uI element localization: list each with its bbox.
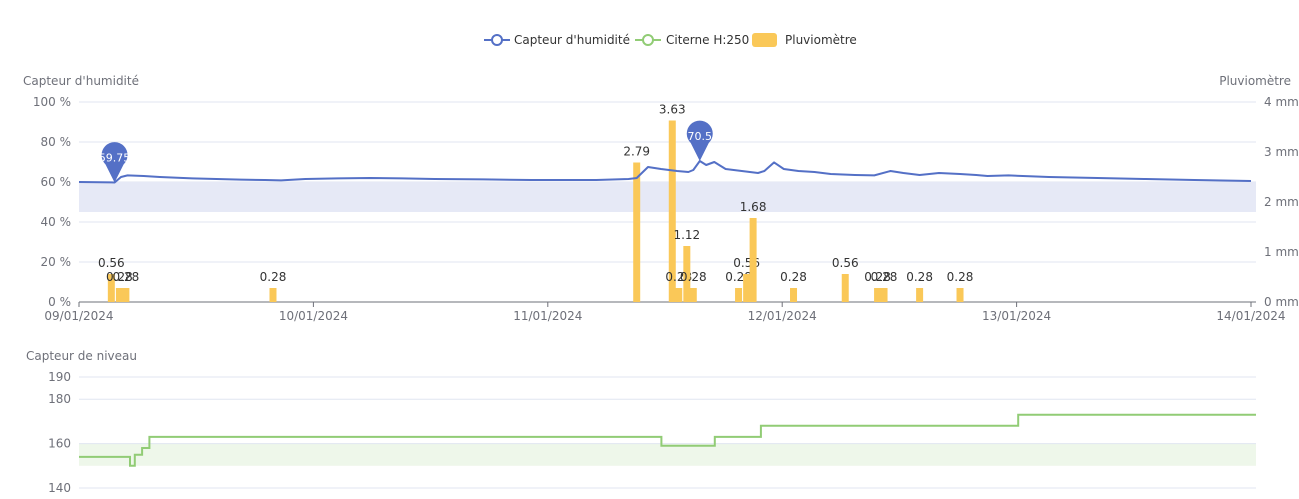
rain-bar-label: 0.28 — [260, 270, 287, 284]
y-tick-label-right: 1 mm — [1264, 245, 1299, 259]
y-tick-label-right: 3 mm — [1264, 145, 1299, 159]
rain-bar[interactable] — [122, 288, 130, 302]
y-axis-title-right: Pluviomètre — [1219, 74, 1291, 88]
x-tick-label: 13/01/2024 — [982, 309, 1051, 323]
rain-bar-label: 0.56 — [98, 256, 125, 270]
x-tick-label: 09/01/2024 — [44, 309, 113, 323]
y-tick-label-level: 190 — [48, 370, 71, 384]
rain-bar-label: 0.28 — [780, 270, 807, 284]
y-tick-label-level: 180 — [48, 392, 71, 406]
legend-bar-icon[interactable] — [752, 33, 777, 47]
rain-bar-label: 1.68 — [740, 200, 767, 214]
rain-bar-label: 3.63 — [659, 103, 686, 117]
rain-bar-label: 0.28 — [906, 270, 933, 284]
rain-bar[interactable] — [675, 288, 683, 302]
legend-label[interactable]: Citerne H:250 — [666, 33, 749, 47]
rain-bar-label: 0.28 — [680, 270, 707, 284]
y-axis-title-left: Capteur d'humidité — [23, 74, 139, 88]
rain-bar[interactable] — [683, 246, 691, 302]
rain-bar[interactable] — [790, 288, 798, 302]
y-tick-label-right: 0 mm — [1264, 295, 1299, 309]
y-tick-label-level: 140 — [48, 481, 71, 495]
rain-bar-label: 2.79 — [623, 145, 650, 159]
rain-bar-label: 0.28 — [106, 270, 133, 284]
legend-marker-icon[interactable] — [642, 34, 654, 46]
rain-bar-label: 0.28 — [864, 270, 891, 284]
rain-bar-label: 0.28 — [947, 270, 974, 284]
level-line[interactable] — [79, 413, 1256, 467]
rain-bar-label: 1.12 — [673, 228, 700, 242]
x-tick-label: 11/01/2024 — [513, 309, 582, 323]
rain-bar-label: 0.56 — [832, 256, 859, 270]
legend-label[interactable]: Pluviomètre — [785, 33, 857, 47]
rain-bar-label: 0.28 — [113, 270, 140, 284]
rain-bar[interactable] — [668, 120, 676, 303]
y-tick-label-right: 2 mm — [1264, 195, 1299, 209]
rain-bar[interactable] — [735, 288, 743, 302]
y-tick-label-right: 4 mm — [1264, 95, 1299, 109]
x-tick-label: 14/01/2024 — [1216, 309, 1285, 323]
y-tick-label-level: 160 — [48, 437, 71, 451]
rain-bar[interactable] — [633, 162, 641, 303]
y-tick-label-left: 100 % — [33, 95, 71, 109]
value-pin-marker[interactable] — [101, 142, 128, 183]
value-pin-label: 70.5 — [688, 130, 713, 143]
humidity-line[interactable] — [78, 160, 1252, 184]
rain-bar[interactable] — [874, 288, 882, 302]
rain-bar[interactable] — [916, 288, 924, 302]
y-axis-title-level: Capteur de niveau — [26, 349, 137, 363]
rain-bar-label: 0.28 — [871, 270, 898, 284]
value-pin-label: 59.75 — [99, 152, 131, 165]
y-tick-label-left: 60 % — [41, 175, 72, 189]
rain-bar[interactable] — [115, 288, 123, 302]
legend-label[interactable]: Capteur d'humidité — [514, 33, 630, 47]
threshold-band — [79, 182, 1256, 212]
rain-bar[interactable] — [107, 274, 115, 302]
value-pin-marker[interactable] — [686, 120, 713, 161]
y-tick-label-left: 0 % — [48, 295, 71, 309]
rain-bar[interactable] — [689, 288, 697, 302]
x-tick-label: 12/01/2024 — [748, 309, 817, 323]
level-band — [79, 443, 1256, 466]
legend-marker-icon[interactable] — [491, 34, 503, 46]
rain-bar[interactable] — [269, 288, 277, 302]
rain-bar[interactable] — [880, 288, 888, 302]
rain-bar[interactable] — [749, 218, 757, 302]
x-tick-label: 10/01/2024 — [279, 309, 348, 323]
rain-bar[interactable] — [743, 274, 751, 302]
y-tick-label-left: 40 % — [41, 215, 72, 229]
y-tick-label-left: 20 % — [41, 255, 72, 269]
y-tick-label-left: 80 % — [41, 135, 72, 149]
rain-bar[interactable] — [841, 274, 849, 302]
rain-bar[interactable] — [956, 288, 964, 302]
